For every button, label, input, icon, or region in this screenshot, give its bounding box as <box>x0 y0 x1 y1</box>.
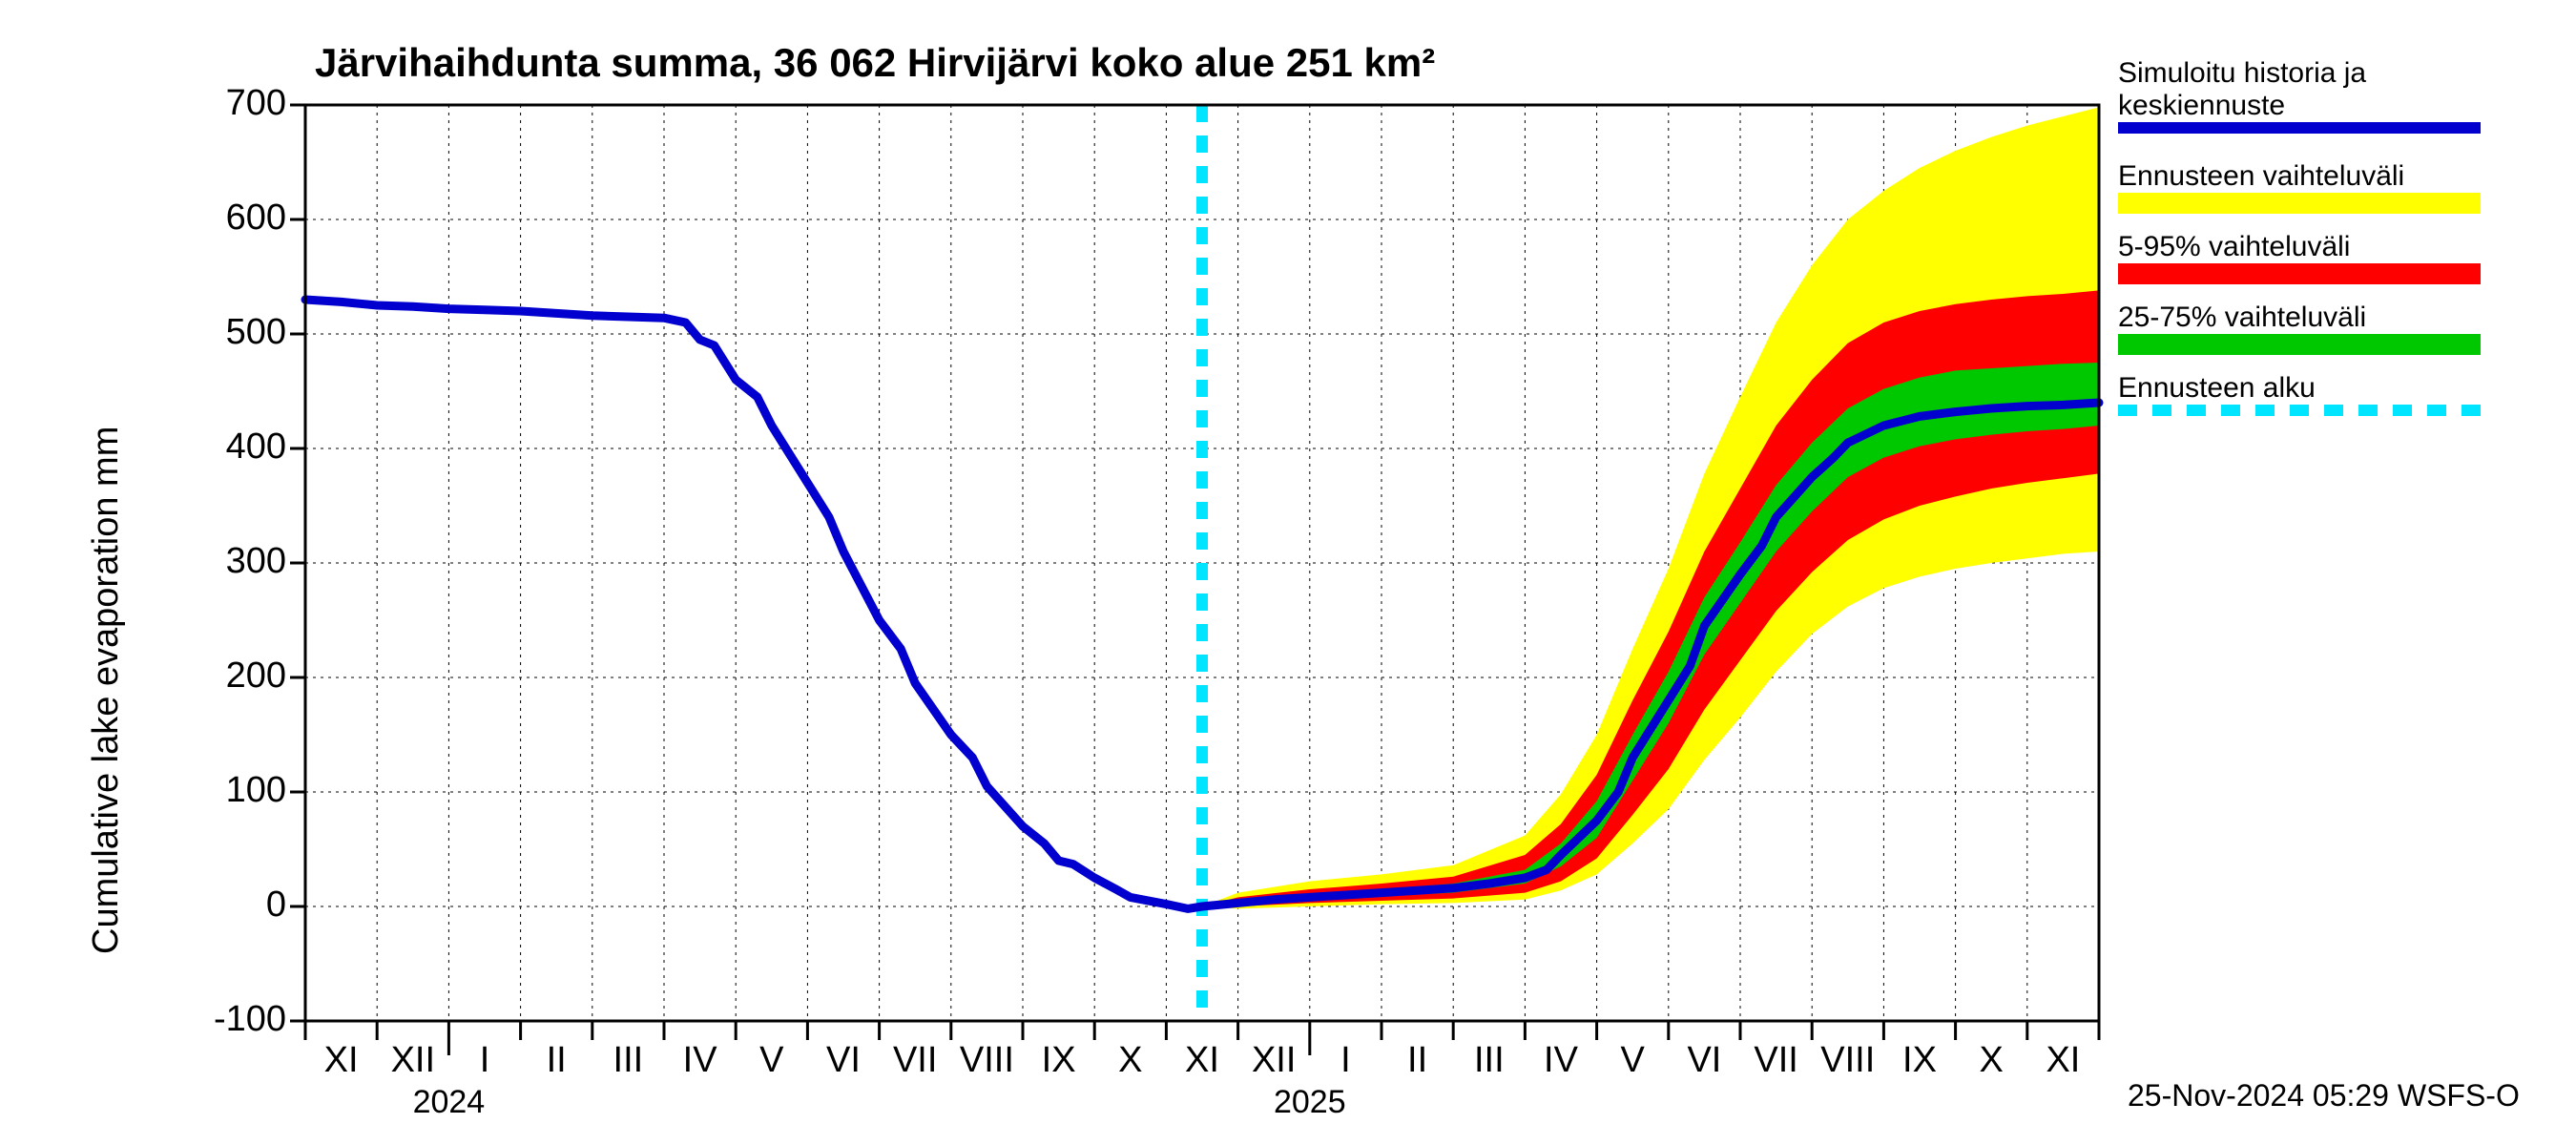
legend-swatch <box>2118 334 2481 355</box>
legend-swatch <box>2118 122 2481 134</box>
legend-label: 25-75% vaihteluväli <box>2118 302 2481 334</box>
x-tick-label: VI <box>1687 1040 1721 1081</box>
y-tick-label: 300 <box>143 541 286 582</box>
y-tick-label: 500 <box>143 312 286 353</box>
y-tick-label: 700 <box>143 83 286 124</box>
x-tick-label: V <box>1621 1040 1645 1081</box>
x-tick-label: II <box>547 1040 567 1081</box>
y-tick-label: 600 <box>143 198 286 239</box>
legend-swatch <box>2118 405 2481 416</box>
x-tick-label: VII <box>893 1040 937 1081</box>
x-tick-label: XI <box>1185 1040 1219 1081</box>
chart-title: Järvihaihdunta summa, 36 062 Hirvijärvi … <box>315 40 1435 86</box>
x-tick-label: XII <box>391 1040 435 1081</box>
x-tick-label: VI <box>826 1040 861 1081</box>
legend-label: Ennusteen alku <box>2118 372 2481 405</box>
x-year-label: 2024 <box>413 1084 486 1121</box>
y-tick-label: 100 <box>143 770 286 811</box>
y-tick-label: -100 <box>143 999 286 1040</box>
x-tick-label: VII <box>1754 1040 1797 1081</box>
x-tick-label: X <box>1118 1040 1142 1081</box>
x-tick-label: III <box>613 1040 644 1081</box>
chart-stage: Järvihaihdunta summa, 36 062 Hirvijärvi … <box>0 0 2576 1145</box>
x-tick-label: VIII <box>960 1040 1014 1081</box>
x-tick-label: VIII <box>1820 1040 1875 1081</box>
legend-label: keskiennuste <box>2118 90 2481 122</box>
x-tick-label: I <box>480 1040 490 1081</box>
x-tick-label: XI <box>324 1040 359 1081</box>
y-tick-label: 200 <box>143 656 286 697</box>
x-tick-label: X <box>1980 1040 2004 1081</box>
x-tick-label: II <box>1407 1040 1427 1081</box>
y-axis-label: Cumulative lake evaporation mm <box>86 427 127 954</box>
legend-swatch <box>2118 263 2481 284</box>
x-tick-label: IV <box>1544 1040 1578 1081</box>
plot-svg <box>305 105 2099 1021</box>
x-tick-label: IX <box>1902 1040 1937 1081</box>
y-tick-label: 0 <box>143 885 286 926</box>
x-tick-label: III <box>1474 1040 1505 1081</box>
legend-swatch <box>2118 193 2481 214</box>
legend-label: Simuloitu historia ja <box>2118 57 2481 90</box>
plot-area <box>305 105 2099 1021</box>
x-tick-label: I <box>1340 1040 1351 1081</box>
x-tick-label: V <box>759 1040 783 1081</box>
y-tick-label: 400 <box>143 427 286 468</box>
x-year-label: 2025 <box>1274 1084 1346 1121</box>
x-tick-label: IX <box>1042 1040 1076 1081</box>
x-tick-label: IV <box>683 1040 717 1081</box>
x-tick-label: XI <box>2046 1040 2080 1081</box>
legend-label: Ennusteen vaihteluväli <box>2118 160 2481 193</box>
legend-label: 5-95% vaihteluväli <box>2118 231 2481 263</box>
chart-footer-timestamp: 25-Nov-2024 05:29 WSFS-O <box>2128 1078 2520 1114</box>
x-tick-label: XII <box>1252 1040 1296 1081</box>
